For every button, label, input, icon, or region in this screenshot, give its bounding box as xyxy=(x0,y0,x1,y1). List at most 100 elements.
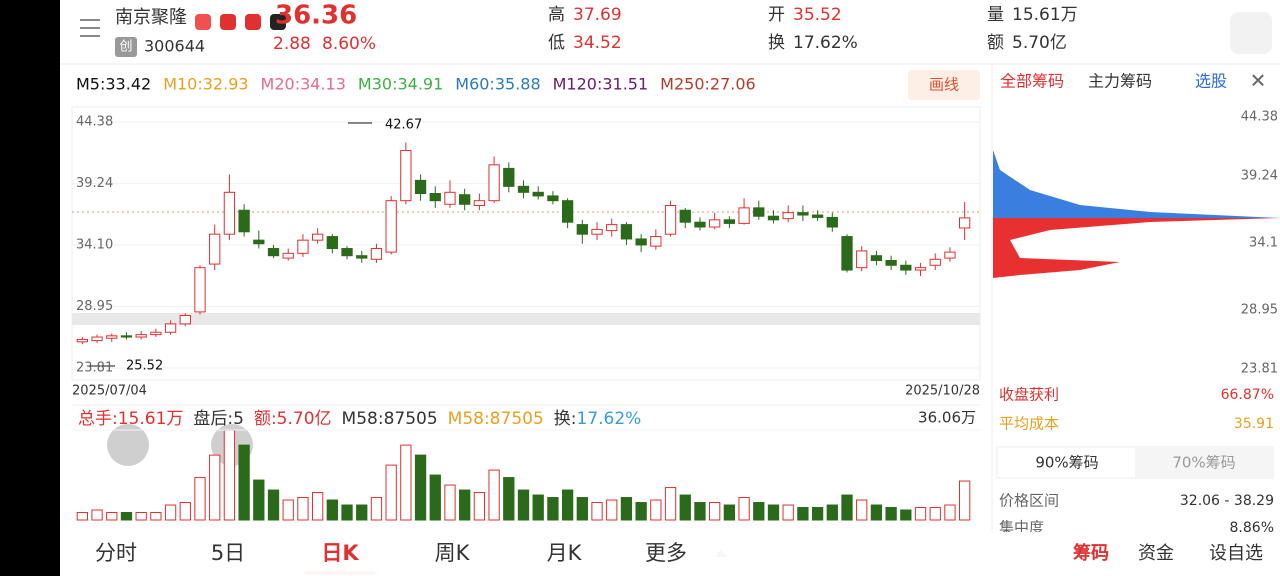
candle-body xyxy=(856,250,868,269)
draw-button-bg[interactable] xyxy=(908,70,980,100)
candle-body xyxy=(267,248,280,257)
amount: 5.70亿 xyxy=(1012,33,1067,53)
candle-body xyxy=(91,336,103,342)
candle-body xyxy=(959,217,971,229)
candle-body xyxy=(547,195,559,202)
open-label: 开 xyxy=(768,5,785,25)
ma-label: M10:32.93 xyxy=(163,75,248,94)
left-bar xyxy=(0,0,60,576)
share-button[interactable] xyxy=(1230,12,1272,54)
volume-bar xyxy=(664,487,677,521)
bottom-tab[interactable]: 更多 xyxy=(645,541,687,565)
y-tick-label: 23.81 xyxy=(76,361,113,376)
prev-button[interactable] xyxy=(107,424,149,466)
candle-body xyxy=(782,212,794,220)
bottom-bar xyxy=(60,532,1280,576)
candle-body xyxy=(738,207,750,224)
bottom-tab[interactable]: 周K xyxy=(435,541,471,565)
candle-body xyxy=(797,212,809,216)
volume-bar xyxy=(106,512,118,521)
volume-bar xyxy=(150,512,162,521)
chip-tab[interactable]: 选股 xyxy=(1195,72,1227,91)
volume-bar xyxy=(179,502,191,521)
volume-bar xyxy=(811,507,824,521)
volume-bar xyxy=(91,509,103,521)
volume-bar xyxy=(311,492,324,521)
volume-bar xyxy=(561,489,574,521)
bottom-right-tab[interactable]: 设自选 xyxy=(1209,543,1263,564)
candle-body xyxy=(841,236,853,271)
volume-max: 36.06万 xyxy=(918,409,976,427)
bottom-right-tab[interactable]: 资金 xyxy=(1138,543,1174,564)
volume-bar xyxy=(753,502,765,521)
volume-bar xyxy=(194,477,206,521)
volume-info: 盘后:5 xyxy=(193,409,244,429)
plot-frame xyxy=(71,106,981,381)
candle-body xyxy=(503,167,515,187)
toggle-active[interactable] xyxy=(998,448,1135,477)
candle-body xyxy=(826,216,838,228)
candle-body xyxy=(679,209,691,223)
chip-tab[interactable]: 全部筹码 xyxy=(1000,72,1064,91)
chip-row-label: 平均成本 xyxy=(999,415,1059,433)
menu-icon[interactable] xyxy=(80,19,100,37)
bottom-right-tab[interactable]: 筹码 xyxy=(1073,542,1109,564)
volume-bar xyxy=(429,474,441,521)
volume-bar xyxy=(929,507,941,521)
volume-bar xyxy=(414,454,427,521)
volume-bar xyxy=(135,512,147,521)
candle-body xyxy=(635,238,647,246)
code: 300644 xyxy=(144,37,205,56)
chip-button[interactable]: 90%筹码 xyxy=(1035,454,1098,472)
candle-body xyxy=(311,233,324,241)
chip-row-label: 价格区间 xyxy=(999,492,1059,510)
candle-body xyxy=(120,335,133,338)
volume-bar xyxy=(826,504,838,521)
chip-button[interactable]: 70%筹码 xyxy=(1172,454,1235,472)
ma-label: M30:34.91 xyxy=(358,75,443,94)
volume-bar xyxy=(356,504,368,521)
volume-bar xyxy=(885,507,897,521)
candle-body xyxy=(341,248,353,257)
chip-tab[interactable]: 主力筹码 xyxy=(1088,72,1152,91)
volume-info: M58:87505 xyxy=(342,409,438,429)
draw-button[interactable]: 画线 xyxy=(929,76,959,94)
chip-row-value: 32.06 - 38.29 xyxy=(1180,493,1274,509)
candle-body xyxy=(238,209,250,233)
candle-body xyxy=(400,149,412,202)
ma-label: M5:33.42 xyxy=(76,75,151,94)
candle-body xyxy=(326,236,338,250)
bottom-tab[interactable]: 5日 xyxy=(211,541,245,565)
volume-bar xyxy=(547,497,559,521)
candle-body xyxy=(223,191,236,235)
candle-body xyxy=(767,215,780,221)
low-label: 低 xyxy=(548,33,565,53)
volume-label: 量 xyxy=(987,5,1004,25)
volume-bar xyxy=(76,512,88,521)
ma-label: M250:27.06 xyxy=(660,75,756,94)
volume-bar xyxy=(297,497,309,521)
turnover: 17.62% xyxy=(793,33,858,53)
bottom-tab[interactable]: 日K xyxy=(321,541,359,565)
volume-bar xyxy=(238,444,250,521)
volume-bar xyxy=(164,504,177,521)
change-pct: 8.60% xyxy=(322,34,376,54)
candle-body xyxy=(282,252,294,259)
candle-body xyxy=(194,267,206,313)
bottom-tab[interactable]: 月K xyxy=(547,541,583,565)
volume-bar xyxy=(679,494,691,521)
candle-body xyxy=(135,334,147,338)
high: 37.69 xyxy=(573,5,622,25)
candle-body xyxy=(459,194,471,205)
close-icon[interactable]: ✕ xyxy=(1250,69,1267,93)
volume-bar xyxy=(738,497,750,521)
candle-body xyxy=(929,258,941,266)
amount-label: 额 xyxy=(987,33,1004,53)
candle-body xyxy=(709,219,721,228)
volume-info: 17.62% xyxy=(577,409,642,429)
bottom-tab[interactable]: 分时 xyxy=(95,541,137,565)
y-tick-label: 34.10 xyxy=(76,237,113,252)
volume-bar xyxy=(444,484,456,521)
date-label: 2025/10/28 xyxy=(905,384,980,399)
volume-bar xyxy=(635,502,647,521)
